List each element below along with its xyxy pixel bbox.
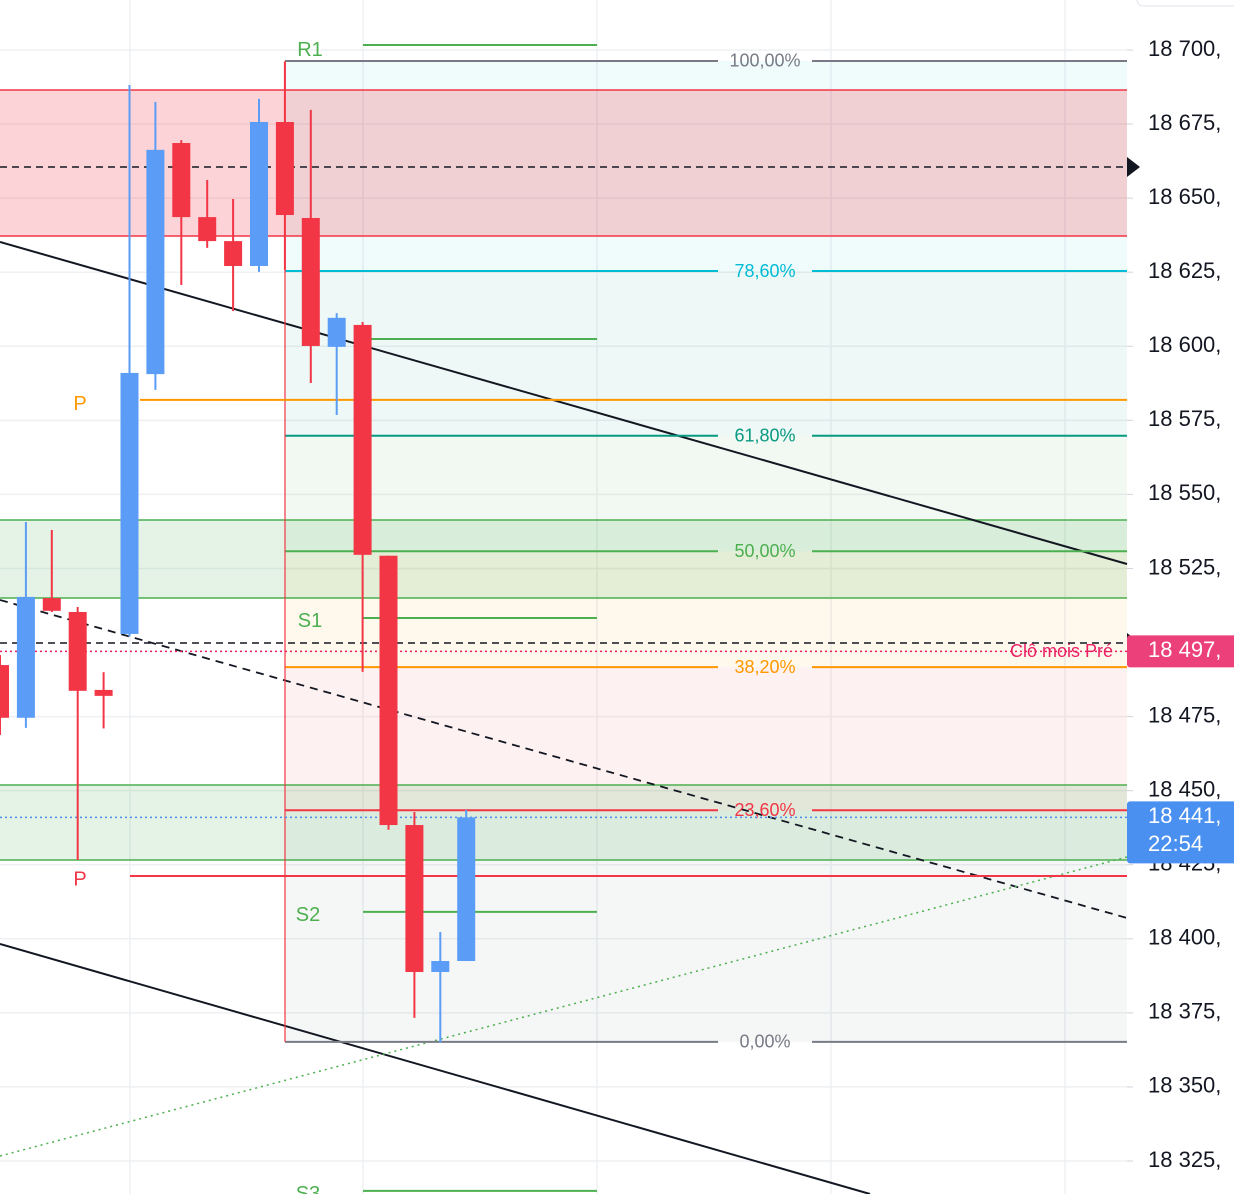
y-tick-label: 18 675, — [1148, 110, 1221, 135]
candle-body — [431, 961, 450, 972]
fib-label: 78,60% — [734, 261, 795, 281]
fib-label: 61,80% — [734, 425, 795, 445]
candle-body — [327, 317, 346, 347]
pivot-label: S2 — [296, 904, 320, 926]
trend-line-dotted — [0, 856, 1128, 1157]
candle-body — [250, 121, 268, 266]
y-tick-label: 18 450, — [1148, 776, 1221, 801]
price-tag — [1127, 801, 1234, 864]
candle-body — [405, 825, 424, 972]
fib-label: 100,00% — [729, 51, 800, 71]
candle-body — [379, 555, 398, 826]
y-tick-label: 18 600, — [1148, 332, 1221, 357]
candle-body — [42, 598, 61, 611]
candle-body — [457, 817, 476, 962]
y-tick-label: 18 550, — [1148, 480, 1221, 505]
y-tick-label: 18 650, — [1148, 184, 1221, 209]
fib-band — [285, 667, 1127, 811]
y-tick-label: 18 400, — [1148, 925, 1221, 950]
support-zone — [0, 520, 1127, 598]
candle-body — [16, 596, 35, 718]
y-tick-label: 18 375, — [1148, 999, 1221, 1024]
fib-band — [285, 810, 1127, 1042]
price-tag-label: 18 441, — [1148, 803, 1221, 828]
price-tag-label: 18 497, — [1148, 637, 1221, 662]
candle-body — [120, 372, 139, 634]
candle-body — [301, 217, 320, 346]
fib-label: 23,60% — [734, 800, 795, 820]
candle-body — [224, 241, 243, 266]
candle-body — [275, 121, 294, 216]
pivot-label: P — [73, 393, 86, 415]
y-tick-label: 18 475, — [1148, 702, 1221, 727]
candle-body — [0, 665, 9, 718]
trend-line — [0, 241, 1128, 565]
candle-body — [94, 689, 113, 696]
candle-body — [198, 217, 217, 242]
candle-body — [353, 324, 372, 555]
price-tag — [1127, 635, 1234, 668]
y-tick-label: 18 525, — [1148, 554, 1221, 579]
pivot-label: R1 — [297, 39, 323, 61]
fib-label: 50,00% — [734, 541, 795, 561]
fib-band — [285, 435, 1127, 552]
candle-body — [146, 149, 165, 375]
y-tick-label: 18 700, — [1148, 36, 1221, 61]
y-tick-label: 18 625, — [1148, 258, 1221, 283]
y-tick-label: 18 575, — [1148, 406, 1221, 431]
fib-label: 38,20% — [734, 657, 795, 677]
reference-label: Clô mois Pré — [1010, 641, 1113, 661]
resistance-zone — [0, 90, 1127, 236]
pivot-label: S3 — [296, 1183, 320, 1194]
plot: 18 700, 18 675, 18 650, 18 625, 18 600, 18 57… — [0, 36, 1234, 1194]
y-tick-label: 18 325, — [1148, 1147, 1221, 1172]
pivot-label: S1 — [298, 610, 322, 632]
arrow — [1127, 157, 1140, 177]
corner-button[interactable] — [1136, 0, 1234, 7]
support-zone — [0, 785, 1127, 860]
price-tag-time: 22:54 — [1148, 831, 1203, 856]
fib-band — [285, 551, 1127, 668]
fib-label: 0,00% — [739, 1032, 790, 1052]
candle-body — [68, 612, 87, 691]
candle-body — [172, 143, 191, 218]
trend-line — [0, 943, 871, 1194]
fib-band — [285, 271, 1127, 436]
y-tick-label: 18 350, — [1148, 1073, 1221, 1098]
pivot-label: P — [73, 868, 86, 890]
